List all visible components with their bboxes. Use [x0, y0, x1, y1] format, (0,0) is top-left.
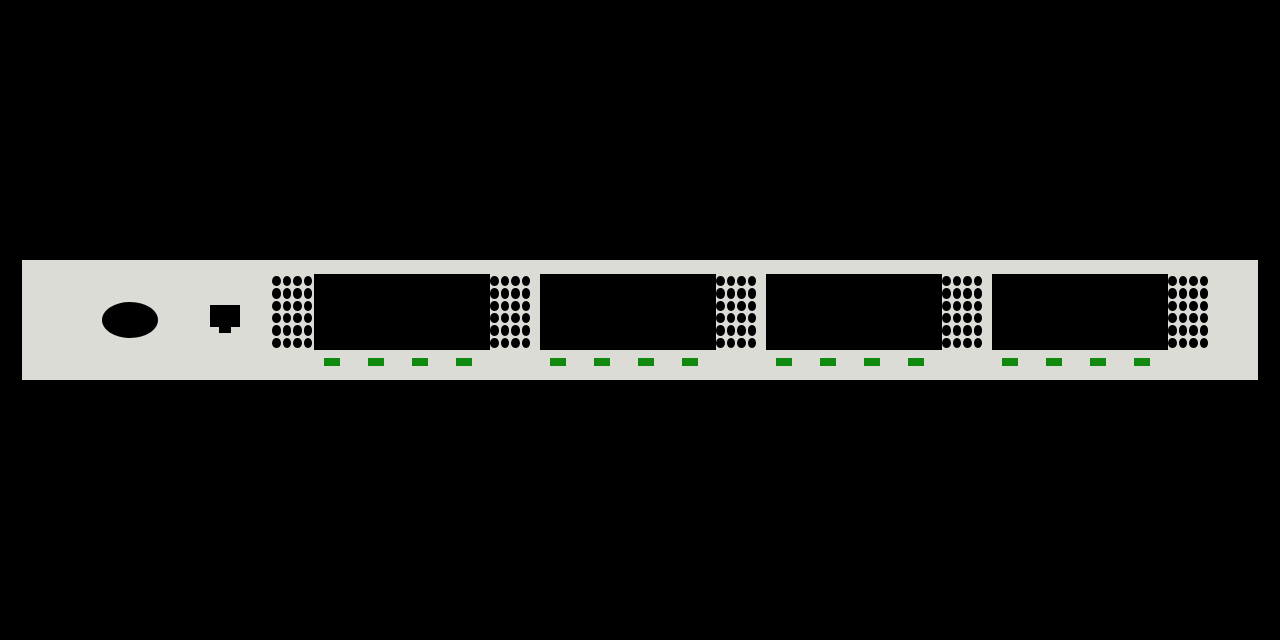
sfp-slot[interactable]	[770, 278, 938, 308]
port-status-led	[638, 358, 654, 366]
canvas	[0, 0, 1280, 640]
port-status-led	[412, 358, 428, 366]
port-status-led	[820, 358, 836, 366]
port-status-led	[776, 358, 792, 366]
port-status-led	[594, 358, 610, 366]
sfp-slot[interactable]	[544, 316, 712, 346]
vent-grille	[490, 276, 530, 348]
vent-grille	[716, 276, 756, 348]
sfp-slot[interactable]	[318, 316, 486, 346]
port-status-led	[324, 358, 340, 366]
port-status-led	[368, 358, 384, 366]
port-status-led	[908, 358, 924, 366]
sfp-slot[interactable]	[996, 278, 1164, 308]
management-ethernet-port[interactable]	[210, 305, 240, 333]
port-status-led	[1134, 358, 1150, 366]
sfp-slot[interactable]	[544, 278, 712, 308]
vent-grille	[1168, 276, 1208, 348]
port-status-led	[550, 358, 566, 366]
vent-grille	[272, 276, 312, 348]
power-button[interactable]	[102, 302, 158, 338]
port-status-led	[1002, 358, 1018, 366]
port-status-led	[1090, 358, 1106, 366]
sfp-slot[interactable]	[996, 316, 1164, 346]
port-status-led	[864, 358, 880, 366]
sfp-slot[interactable]	[770, 316, 938, 346]
vent-grille	[942, 276, 982, 348]
port-status-led	[682, 358, 698, 366]
sfp-slot[interactable]	[318, 278, 486, 308]
port-status-led	[1046, 358, 1062, 366]
port-status-led	[456, 358, 472, 366]
